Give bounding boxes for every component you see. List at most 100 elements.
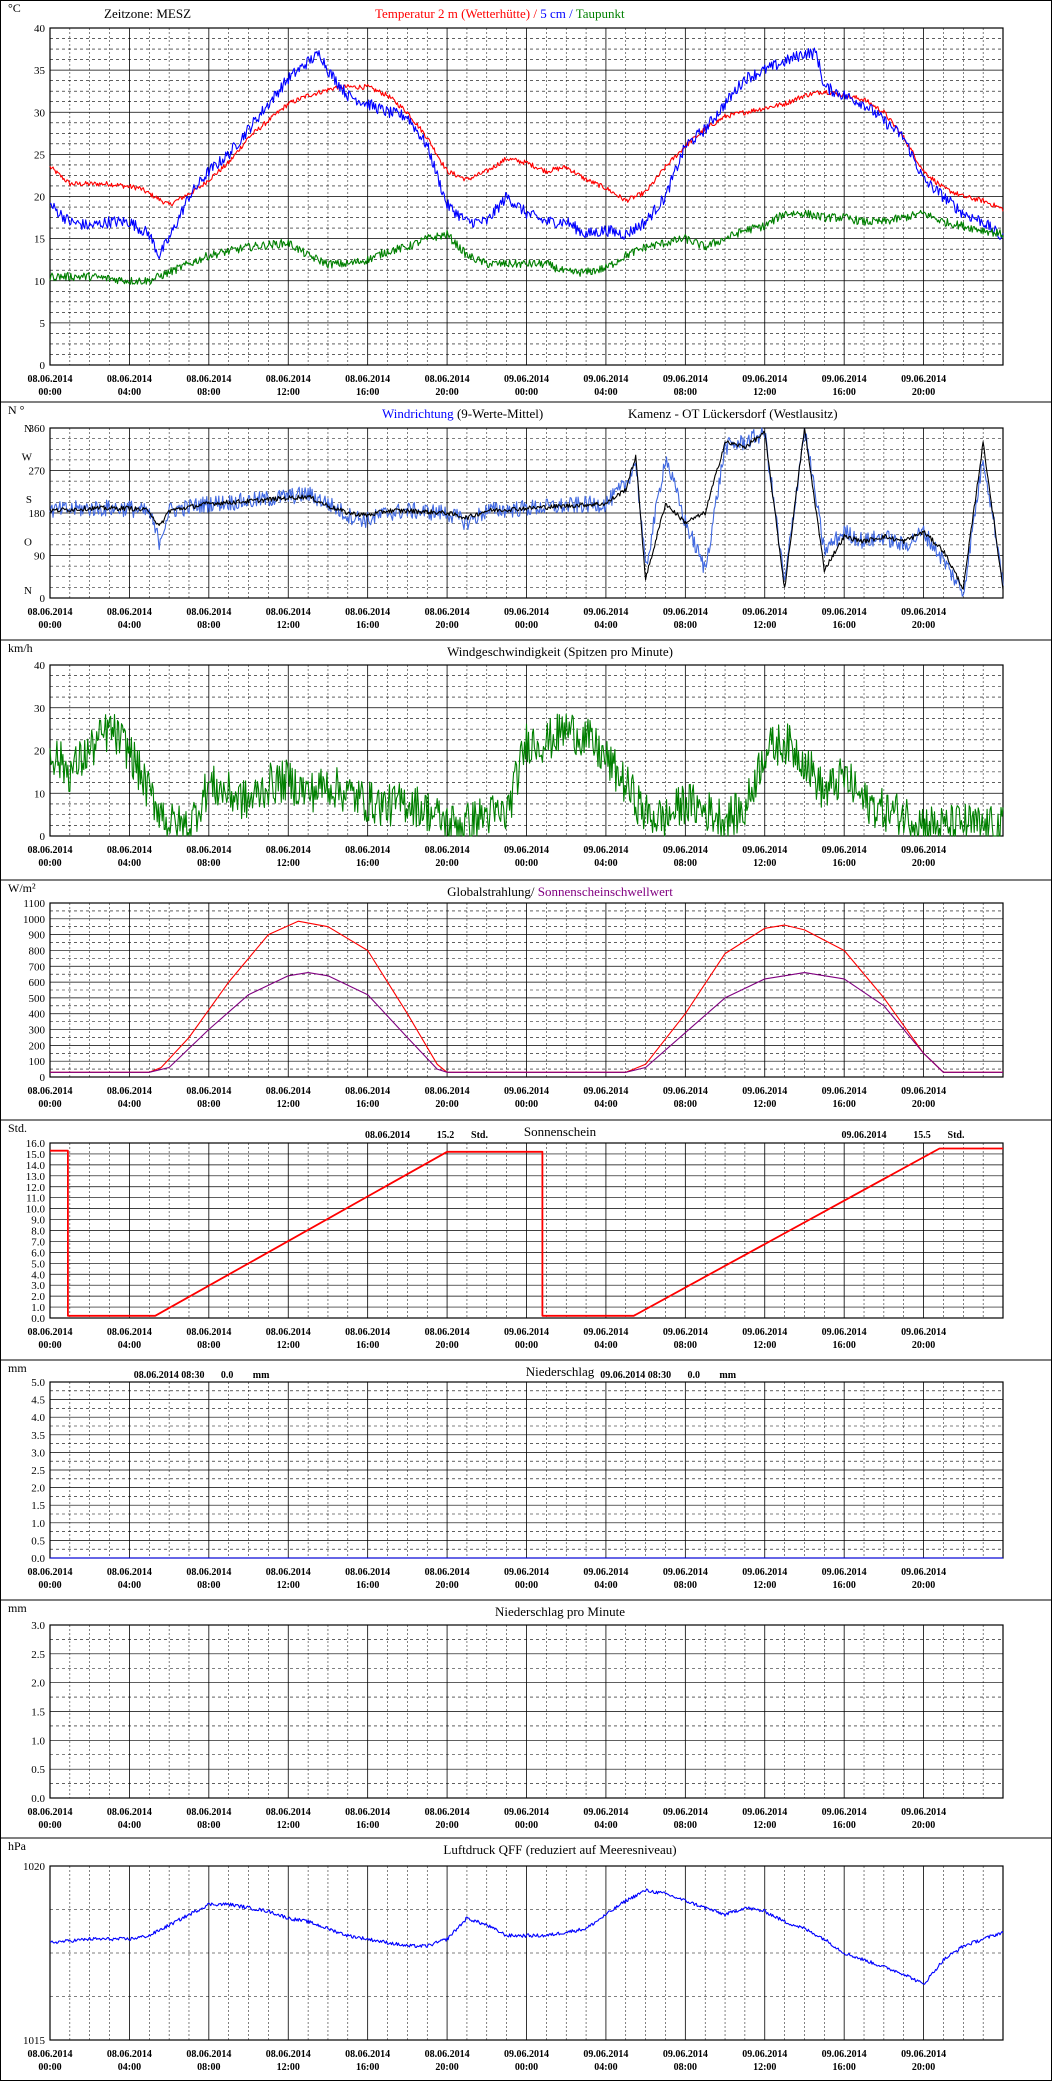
x-tick-date: 09.06.2014 (742, 1327, 787, 1338)
y-tick-label: 0 (40, 360, 46, 372)
x-tick-time: 08:00 (197, 2062, 220, 2073)
x-tick-time: 04:00 (118, 1340, 141, 1351)
x-tick-date: 09.06.2014 (583, 1086, 628, 1097)
y-tick-label: 4.0 (31, 1412, 45, 1424)
x-tick-date: 09.06.2014 (901, 2049, 946, 2060)
x-tick-time: 08:00 (197, 1340, 220, 1351)
x-tick-date: 09.06.2014 (901, 1567, 946, 1578)
x-tick-date: 08.06.2014 (266, 2049, 311, 2060)
y-compass-label: S (26, 494, 32, 506)
x-tick-date: 09.06.2014 (663, 2049, 708, 2060)
y-tick-label: 5 (40, 318, 46, 330)
y-tick-label: 0 (40, 831, 46, 843)
x-tick-date: 09.06.2014 (583, 1807, 628, 1818)
x-tick-date: 08.06.2014 (107, 1086, 152, 1097)
grid (49, 902, 1004, 1078)
x-tick-date: 08.06.2014 (345, 1086, 390, 1097)
x-tick-time: 04:00 (118, 858, 141, 869)
y-tick-label: 16.0 (26, 1138, 46, 1150)
panel-title: Luftdruck QFF (reduziert auf Meeresnivea… (443, 1842, 676, 1857)
series-line (50, 1147, 1003, 1317)
x-tick-time: 16:00 (832, 858, 855, 869)
x-tick-time: 04:00 (594, 1820, 617, 1831)
x-tick-time: 04:00 (594, 2062, 617, 2073)
x-tick-date: 08.06.2014 (28, 2049, 73, 2060)
y-tick-label: 8.0 (31, 1226, 45, 1238)
x-tick-time: 16:00 (832, 1340, 855, 1351)
x-tick-time: 00:00 (38, 858, 61, 869)
x-tick-date: 09.06.2014 (822, 374, 867, 385)
x-tick-date: 08.06.2014 (425, 1327, 470, 1338)
x-tick-date: 08.06.2014 (266, 374, 311, 385)
x-tick-time: 00:00 (515, 620, 538, 631)
x-tick-date: 08.06.2014 (266, 1086, 311, 1097)
y-tick-label: 500 (29, 993, 46, 1005)
x-tick-time: 12:00 (753, 1099, 776, 1110)
x-tick-time: 08:00 (674, 1099, 697, 1110)
x-tick-time: 04:00 (594, 620, 617, 631)
x-tick-date: 08.06.2014 (186, 1567, 231, 1578)
x-tick-time: 20:00 (435, 1580, 458, 1591)
y-tick-label: 30 (34, 107, 46, 119)
plot-frame (49, 427, 1004, 599)
x-tick-time: 00:00 (515, 1099, 538, 1110)
panel-radiation: 0 100 200 300 400 500 600 700 800 900 1000 1100 W/m²… (0, 879, 1052, 1110)
x-tick-time: 20:00 (912, 1580, 935, 1591)
y-tick-label: 35 (34, 65, 46, 77)
x-tick-time: 16:00 (832, 620, 855, 631)
x-tick-date: 09.06.2014 (504, 845, 549, 856)
panel-title: Windrichtung (9-Werte-Mittel) (382, 406, 543, 421)
grid (49, 1142, 1004, 1319)
title-part: Sonnenschein (524, 1124, 597, 1139)
x-tick-date: 09.06.2014 (504, 1327, 549, 1338)
timezone-label: Zeitzone: MESZ (104, 6, 191, 21)
x-tick-date: 09.06.2014 (583, 607, 628, 618)
x-tick-time: 12:00 (753, 387, 776, 398)
x-tick-date: 09.06.2014 (742, 1567, 787, 1578)
x-tick-date: 08.06.2014 (266, 1567, 311, 1578)
x-tick-date: 08.06.2014 (345, 1327, 390, 1338)
x-tick-date: 08.06.2014 (425, 607, 470, 618)
x-tick-time: 20:00 (435, 858, 458, 869)
x-tick-time: 00:00 (515, 387, 538, 398)
y-tick-label: 13.0 (26, 1171, 46, 1183)
x-tick-date: 09.06.2014 (663, 374, 708, 385)
plot-frame (49, 1142, 1004, 1319)
title-part: 5 cm (540, 6, 566, 21)
x-tick-date: 08.06.2014 (28, 1807, 73, 1818)
y-tick-label: 4.0 (31, 1269, 45, 1281)
x-tick-time: 12:00 (277, 858, 300, 869)
x-tick-date: 08.06.2014 (186, 607, 231, 618)
x-tick-date: 08.06.2014 (425, 1086, 470, 1097)
title-part: Taupunkt (576, 6, 625, 21)
x-tick-time: 00:00 (515, 2062, 538, 2073)
y-tick-label: 2.0 (31, 1483, 45, 1495)
y-tick-label: 20 (34, 192, 46, 204)
y-tick-label: 600 (29, 977, 46, 989)
y-tick-label: 12.0 (26, 1182, 46, 1194)
x-tick-time: 12:00 (277, 620, 300, 631)
x-tick-date: 09.06.2014 (901, 1086, 946, 1097)
x-tick-time: 16:00 (832, 1820, 855, 1831)
y-compass-label: N (24, 585, 32, 597)
panel-temperature: 0 5 10 15 20 25 30 35 40 °C Temperatur 2 m (Wetter… (8, 1, 1004, 398)
annotation-unit: mm (253, 1370, 270, 1381)
x-tick-time: 00:00 (38, 620, 61, 631)
x-tick-date: 09.06.2014 (822, 1327, 867, 1338)
x-tick-date: 09.06.2014 (822, 1086, 867, 1097)
y-tick-label: 25 (34, 149, 46, 161)
y-tick-label: 0 (40, 1072, 46, 1084)
x-tick-time: 20:00 (435, 1340, 458, 1351)
y-tick-label: 3.0 (31, 1280, 45, 1292)
x-tick-date: 09.06.2014 (742, 1086, 787, 1097)
y-tick-label: 3.0 (31, 1447, 45, 1459)
x-tick-date: 08.06.2014 (425, 2049, 470, 2060)
y-tick-label: 11.0 (26, 1193, 45, 1205)
x-tick-time: 12:00 (277, 1580, 300, 1591)
title-part: Windrichtung (382, 406, 454, 421)
x-tick-time: 04:00 (118, 620, 141, 631)
x-tick-date: 08.06.2014 (266, 1327, 311, 1338)
y-tick-label: 14.0 (26, 1160, 46, 1172)
x-tick-time: 16:00 (356, 387, 379, 398)
